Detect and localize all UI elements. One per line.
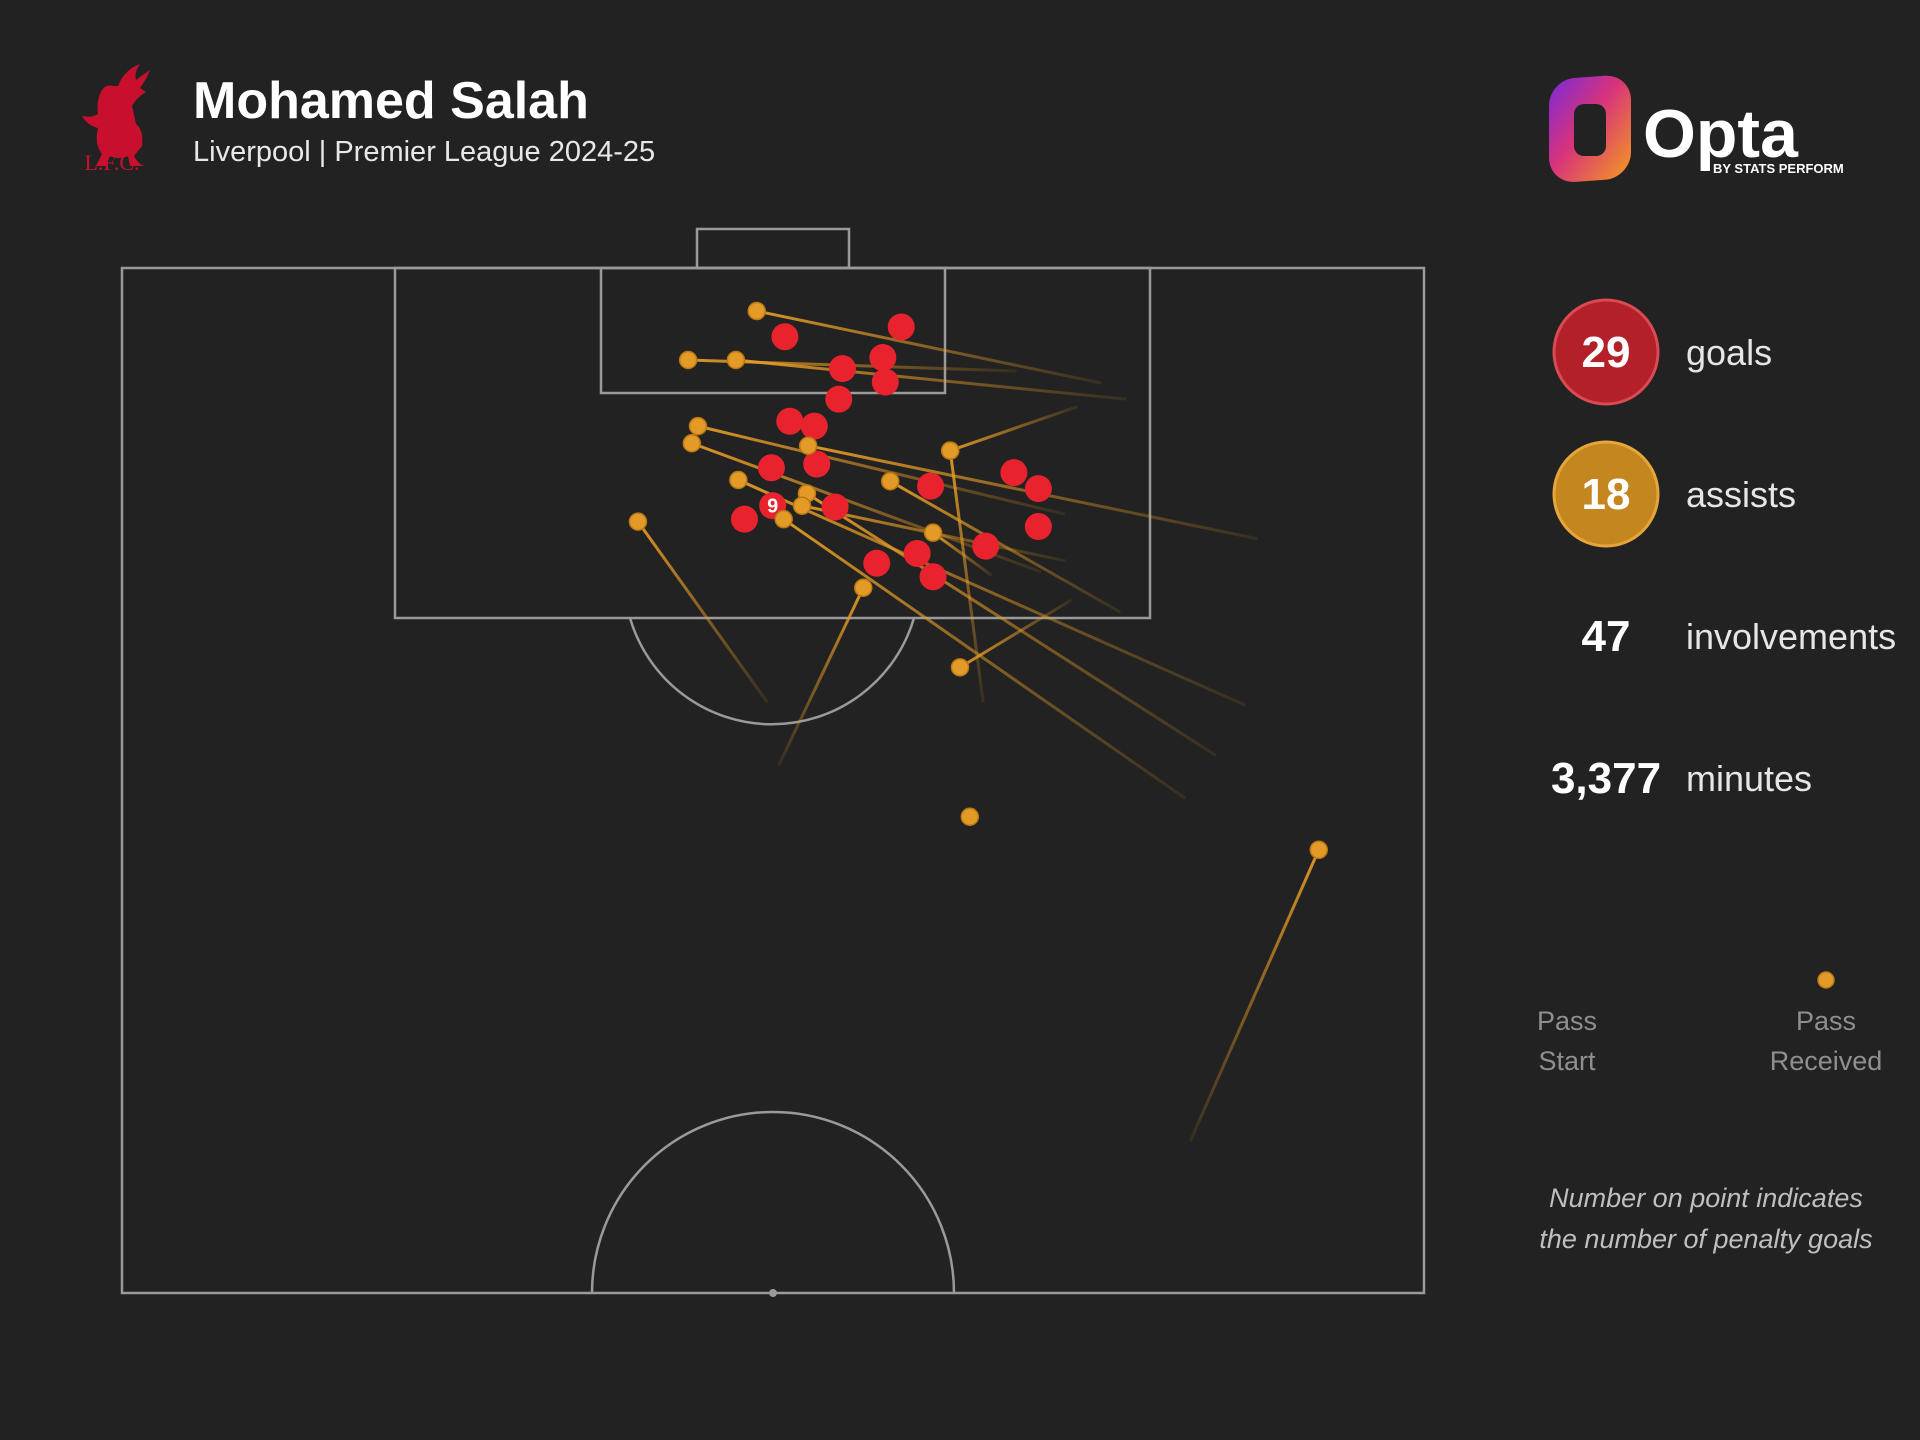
goal-marker <box>917 472 945 500</box>
assist-pass-line <box>948 450 985 704</box>
assist-received-dot <box>854 578 873 598</box>
assist-passes <box>636 309 1321 1142</box>
assist-received-dot <box>682 434 702 453</box>
assist-received-dot <box>1309 840 1329 860</box>
assist-received-dot <box>960 807 980 826</box>
goal-marker <box>757 454 785 482</box>
opta-wordmark: Opta <box>1643 96 1799 172</box>
goal-marker <box>972 532 1000 560</box>
goal-marker <box>825 385 853 413</box>
pass-legend: Pass Start Pass Received <box>1537 971 1883 1076</box>
note-line-1: Number on point indicates <box>1549 1183 1863 1213</box>
stat-minutes: 3,377 minutes <box>1551 754 1812 803</box>
assist-received-dot <box>792 496 812 515</box>
crest-letters: L.F.C. <box>84 150 139 175</box>
minutes-value: 3,377 <box>1551 754 1661 803</box>
goal-marker <box>863 549 891 577</box>
stat-involvements: 47 involvements <box>1582 612 1897 661</box>
assist-received-dot <box>688 416 708 436</box>
goal-marker <box>1000 459 1028 487</box>
assist-received-dot <box>729 470 748 490</box>
assist-received-dot <box>950 658 970 677</box>
assist-pass-line <box>697 424 1066 516</box>
assist-pass-line <box>932 531 993 577</box>
goals-value: 29 <box>1582 328 1631 377</box>
assist-pass-line <box>737 478 1246 707</box>
assists-value: 18 <box>1582 470 1631 519</box>
opta-logo-icon: Opta BY STATS PERFORM <box>1549 75 1844 182</box>
assist-pass-line <box>806 492 1217 757</box>
opta-tagline: BY STATS PERFORM <box>1713 161 1844 176</box>
assists-label: assists <box>1686 474 1796 515</box>
legend-start-line1: Pass <box>1537 1006 1597 1036</box>
assist-received-markers <box>628 301 1329 860</box>
assist-pass-line <box>777 587 865 766</box>
assist-received-dot <box>678 350 698 370</box>
goal-marker <box>803 450 831 478</box>
pitch <box>120 227 1426 1297</box>
assist-pass-line <box>782 517 1187 800</box>
involvements-value: 47 <box>1582 612 1631 661</box>
note-line-2: the number of penalty goals <box>1539 1224 1872 1254</box>
assist-pass-line <box>959 598 1073 669</box>
goal-marker <box>887 313 915 341</box>
goals-badge <box>1552 298 1660 406</box>
pitch-boundary <box>120 266 1426 1295</box>
centre-circle <box>590 1110 956 1294</box>
penalty-arc <box>628 617 916 726</box>
goal-marker <box>730 505 758 533</box>
assist-received-dot <box>880 471 900 491</box>
assist-pass-line <box>949 405 1079 453</box>
legend-start-line2: Start <box>1538 1046 1596 1076</box>
minutes-label: minutes <box>1686 758 1812 799</box>
goal-marker <box>828 355 856 383</box>
assist-received-dot <box>774 509 793 529</box>
assist-pass-line <box>735 358 1127 401</box>
assist-pass-line <box>1188 849 1321 1142</box>
assist-received-dot <box>798 436 818 455</box>
goal-marker <box>1024 475 1052 503</box>
involvements-label: involvements <box>1686 616 1896 657</box>
goal-marker <box>871 368 899 396</box>
goal-marker <box>776 407 804 435</box>
goal-marker <box>903 539 931 567</box>
legend-received-dot <box>1817 971 1835 989</box>
assist-received-dot <box>628 512 648 531</box>
goal-marker <box>821 493 849 521</box>
legend-received-line1: Pass <box>1796 1006 1856 1036</box>
assist-pass-line <box>636 520 769 704</box>
legend-received-line2: Received <box>1770 1046 1883 1076</box>
goals-label: goals <box>1686 332 1772 373</box>
player-name: Mohamed Salah <box>193 72 589 130</box>
centre-spot <box>769 1289 777 1297</box>
goal <box>695 227 851 270</box>
goal-markers: 9 <box>730 313 1052 591</box>
goal-marker <box>869 344 897 372</box>
penalty-note: Number on point indicates the number of … <box>1539 1183 1872 1254</box>
stat-goals: 29 goals <box>1552 298 1772 406</box>
assist-pass-line <box>889 479 1122 614</box>
subtitle: Liverpool | Premier League 2024-25 <box>193 136 655 168</box>
assist-pass-line <box>756 309 1103 385</box>
six-yard-box <box>599 266 947 395</box>
assists-badge <box>1552 440 1660 548</box>
liverpool-crest-icon: L.F.C. <box>82 64 150 175</box>
assist-received-dot <box>747 301 766 321</box>
goal-marker <box>1024 513 1052 541</box>
assist-received-dot <box>726 350 746 370</box>
stat-assists: 18 assists <box>1552 440 1796 548</box>
assist-received-dot <box>940 441 960 460</box>
goal-marker <box>919 563 947 591</box>
goal-marker <box>771 323 799 351</box>
penalty-count-label: 9 <box>767 496 778 518</box>
goal-marker <box>800 412 828 440</box>
assist-received-dot <box>923 523 943 542</box>
